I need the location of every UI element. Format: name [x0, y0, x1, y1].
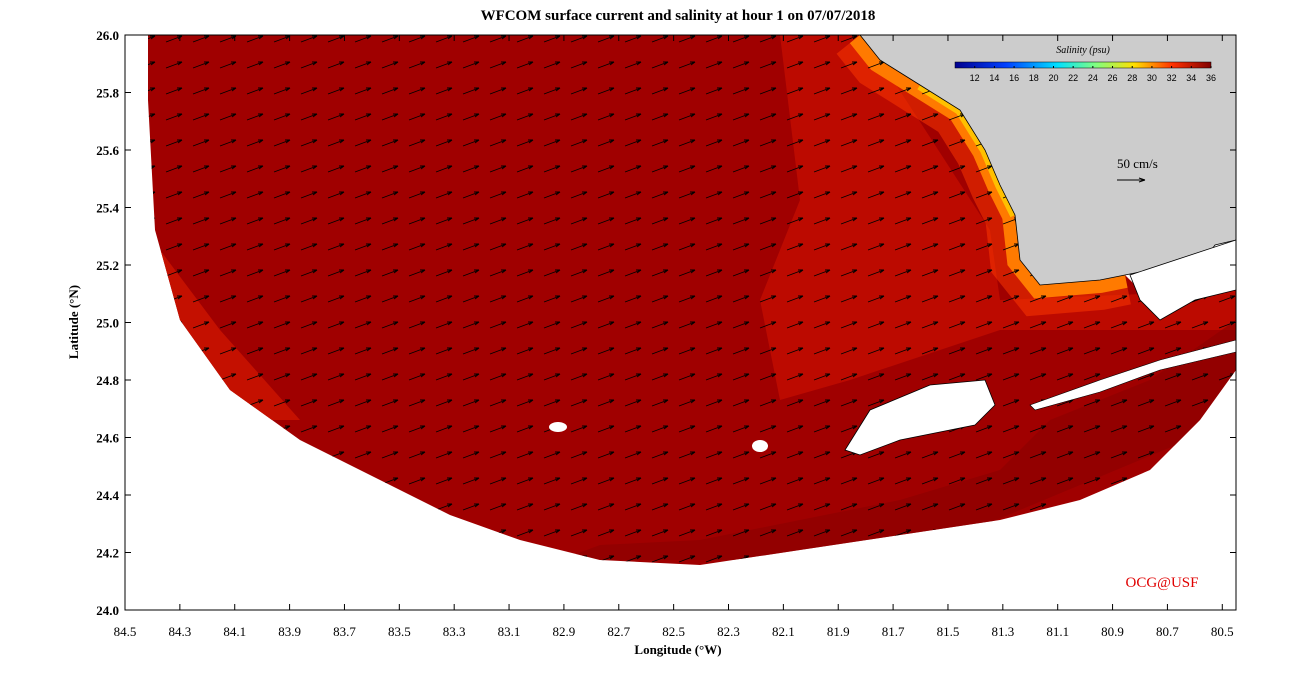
x-tick-label: 83.9 — [278, 624, 301, 639]
mainland — [859, 35, 1236, 286]
island — [844, 379, 996, 456]
x-tick-label: 82.1 — [772, 624, 795, 639]
y-tick-label: 24.2 — [96, 546, 119, 561]
island — [752, 440, 768, 452]
x-tick-label: 81.5 — [937, 624, 960, 639]
colorbar-tick-label: 18 — [1029, 73, 1039, 83]
scale-arrow-head — [1138, 177, 1146, 183]
y-tick-label: 25.6 — [96, 143, 119, 158]
colorbar-tick-label: 22 — [1068, 73, 1078, 83]
colorbar-tick-label: 30 — [1147, 73, 1157, 83]
colorbar-tick-label: 34 — [1186, 73, 1196, 83]
y-tick-label: 25.8 — [96, 86, 119, 101]
x-tick-label: 83.7 — [333, 624, 356, 639]
x-tick-label: 83.1 — [498, 624, 521, 639]
y-tick-label: 24.0 — [96, 603, 119, 618]
colorbar-tick-label: 14 — [989, 73, 999, 83]
y-tick-label: 26.0 — [96, 28, 119, 43]
colorbar-tick-label: 12 — [970, 73, 980, 83]
colorbar-tick-label: 16 — [1009, 73, 1019, 83]
credit: OCG@USF — [1125, 575, 1198, 591]
x-tick-label: 82.7 — [607, 624, 630, 639]
x-tick-label: 80.7 — [1156, 624, 1179, 639]
x-tick-label: 82.9 — [553, 624, 576, 639]
y-tick-label: 24.8 — [96, 373, 119, 388]
map-area: Salinity (psu) 50 cm/s OCG@USF — [148, 35, 1236, 591]
x-tick-label: 83.3 — [443, 624, 466, 639]
colorbar-tick-label: 24 — [1088, 73, 1098, 83]
colorbar-tick-label: 20 — [1048, 73, 1058, 83]
x-tick-label: 83.5 — [388, 624, 411, 639]
title: WFCOM surface current and salinity at ho… — [481, 8, 876, 24]
colorbar — [954, 61, 1212, 69]
x-tick-label: 84.5 — [114, 624, 137, 639]
y-tick-label: 25.2 — [96, 258, 119, 273]
x-tick-label: 81.1 — [1046, 624, 1069, 639]
x-tick-label: 80.9 — [1101, 624, 1124, 639]
x-tick-label: 80.5 — [1211, 624, 1234, 639]
colorbar-title: Salinity (psu) — [1056, 45, 1110, 56]
x-tick-label: 82.3 — [717, 624, 740, 639]
keys-chain — [1029, 339, 1236, 411]
x-tick-label: 84.3 — [168, 624, 191, 639]
colorbar-tick-label: 26 — [1108, 73, 1118, 83]
y-axis-label: Latitude (°N) — [66, 285, 81, 359]
x-tick-label: 84.1 — [223, 624, 246, 639]
scale-label: 50 cm/s — [1117, 156, 1158, 171]
y-tick-label: 24.4 — [96, 488, 119, 503]
x-tick-label: 81.9 — [827, 624, 850, 639]
island — [549, 422, 567, 432]
colorbar-tick-label: 28 — [1127, 73, 1137, 83]
x-tick-label: 82.5 — [662, 624, 685, 639]
x-axis-label: Longitude (°W) — [634, 642, 721, 657]
keys-land — [1129, 239, 1236, 321]
y-tick-label: 24.6 — [96, 431, 119, 446]
x-tick-label: 81.7 — [882, 624, 905, 639]
x-tick-label: 81.3 — [991, 624, 1014, 639]
y-tick-label: 25.4 — [96, 201, 119, 216]
colorbar-tick-label: 32 — [1167, 73, 1177, 83]
colorbar-tick-label: 36 — [1206, 73, 1216, 83]
y-tick-label: 25.0 — [96, 316, 119, 331]
